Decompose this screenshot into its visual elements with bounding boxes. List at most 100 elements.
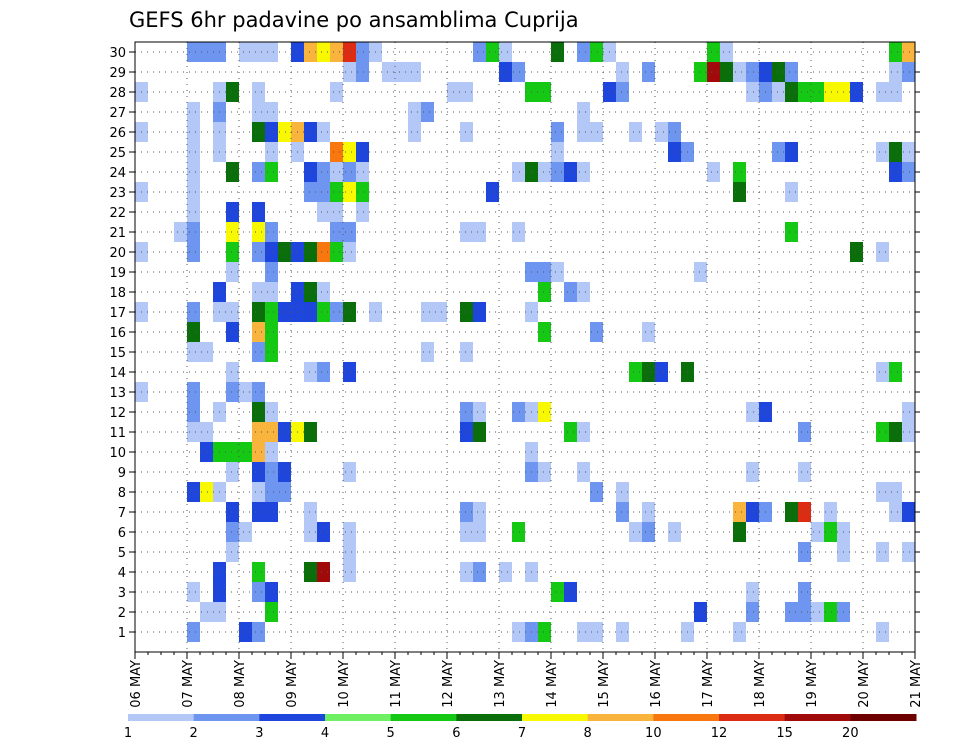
heatmap-cell (889, 422, 902, 442)
heatmap-cell (200, 422, 213, 442)
heatmap-cell (460, 402, 473, 422)
x-tick-label: 15 MAY (597, 660, 612, 708)
y-tick-label: 1 (118, 626, 126, 641)
heatmap-cell (889, 362, 902, 382)
heatmap-cell (356, 62, 369, 82)
heatmap-cell (642, 62, 655, 82)
heatmap-cell (265, 262, 278, 282)
heatmap-cell (538, 282, 551, 302)
heatmap-cell (226, 382, 239, 402)
heatmap-cell (668, 122, 681, 142)
heatmap-cell (304, 502, 317, 522)
heatmap-cell (902, 162, 915, 182)
heatmap-cell (265, 242, 278, 262)
heatmap-cell (265, 422, 278, 442)
heatmap-cell (304, 362, 317, 382)
heatmap-cell (304, 522, 317, 542)
heatmap-cell (278, 302, 291, 322)
heatmap-cell (265, 302, 278, 322)
heatmap-cell (265, 122, 278, 142)
heatmap-cell (512, 622, 525, 642)
y-tick-label: 28 (109, 86, 126, 101)
heatmap-cell (317, 122, 330, 142)
heatmap-cell (239, 622, 252, 642)
heatmap-cell (226, 202, 239, 222)
heatmap-cell (889, 42, 902, 62)
heatmap-cell (187, 402, 200, 422)
heatmap-cell (304, 422, 317, 442)
heatmap-cell (226, 442, 239, 462)
heatmap-cell (746, 582, 759, 602)
heatmap-cell (226, 462, 239, 482)
heatmap-cell (798, 602, 811, 622)
x-tick-label: 17 MAY (701, 660, 716, 708)
y-tick-label: 20 (109, 246, 126, 261)
heatmap-cell (902, 62, 915, 82)
heatmap-cell (512, 162, 525, 182)
heatmap-cell (876, 82, 889, 102)
heatmap-cell (239, 42, 252, 62)
heatmap-cell (460, 122, 473, 142)
y-tick-label: 23 (109, 186, 126, 201)
heatmap-cell (889, 82, 902, 102)
legend-label: 7 (518, 726, 526, 741)
x-tick-label: 16 MAY (649, 660, 664, 708)
heatmap-cell (187, 162, 200, 182)
heatmap-cell (473, 422, 486, 442)
heatmap-cell (694, 602, 707, 622)
x-axis: 06 MAY 07 MAY 08 MAY 09 MAY 10 MAY 11 MAY 12 M… (129, 652, 924, 708)
heatmap-cell (733, 622, 746, 642)
heatmap-cell (655, 122, 668, 142)
heatmap-cell (421, 302, 434, 322)
heatmap-cell (798, 502, 811, 522)
y-tick-label: 8 (118, 486, 126, 501)
heatmap-cell (876, 242, 889, 262)
heatmap-cell (239, 382, 252, 402)
heatmap-cell (200, 42, 213, 62)
heatmap-cell (811, 602, 824, 622)
y-tick-label: 7 (118, 506, 126, 521)
heatmap-cell (889, 482, 902, 502)
y-tick-label: 24 (109, 166, 126, 181)
heatmap-cell (902, 42, 915, 62)
y-tick-label: 14 (109, 366, 126, 381)
heatmap-cell (850, 82, 863, 102)
heatmap-cell (330, 302, 343, 322)
heatmap-cell (811, 82, 824, 102)
heatmap-cell (733, 502, 746, 522)
heatmap-cell (798, 582, 811, 602)
heatmap-cell (824, 502, 837, 522)
y-tick-label: 18 (109, 286, 126, 301)
heatmap-cell (499, 42, 512, 62)
x-tick-label: 21 MAY (909, 660, 924, 708)
heatmap-cell (746, 62, 759, 82)
heatmap-cell (187, 142, 200, 162)
heatmap-cell (538, 82, 551, 102)
legend-label: 2 (190, 726, 198, 741)
heatmap-cell (252, 482, 265, 502)
heatmap-cell (317, 562, 330, 582)
heatmap-cell (304, 122, 317, 142)
heatmap-cell (239, 442, 252, 462)
heatmap-cell (811, 522, 824, 542)
y-tick-label: 29 (109, 66, 126, 81)
legend-label: 5 (387, 726, 395, 741)
heatmap-cell (876, 482, 889, 502)
y-tick-label: 10 (109, 446, 126, 461)
heatmap-cell (720, 62, 733, 82)
heatmap-cell (265, 582, 278, 602)
heatmap-cell (434, 302, 447, 322)
heatmap-cell (473, 42, 486, 62)
heatmap-cell (330, 242, 343, 262)
heatmap-cell (629, 362, 642, 382)
heatmap-cell (824, 522, 837, 542)
legend-swatch (193, 714, 260, 721)
heatmap-cell (343, 242, 356, 262)
heatmap-cell (252, 442, 265, 462)
heatmap-cell (616, 82, 629, 102)
heatmap-cell (642, 322, 655, 342)
x-tick-label: 08 MAY (233, 660, 248, 708)
heatmap-cell (265, 282, 278, 302)
heatmap-cell (577, 622, 590, 642)
y-axis: 1234567891011121314151617181920212223242… (109, 46, 920, 641)
